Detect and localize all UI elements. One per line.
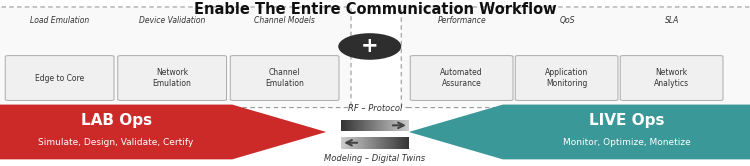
Text: Application
Monitoring: Application Monitoring — [545, 68, 588, 88]
Text: Device Validation: Device Validation — [139, 16, 205, 25]
Text: Monitor, Optimize, Monetize: Monitor, Optimize, Monetize — [562, 138, 690, 147]
Text: Channel
Emulation: Channel Emulation — [266, 68, 304, 88]
Polygon shape — [0, 105, 326, 159]
FancyBboxPatch shape — [401, 7, 750, 108]
FancyBboxPatch shape — [620, 56, 723, 100]
Text: RF – Protocol: RF – Protocol — [348, 104, 402, 113]
Text: SLA: SLA — [664, 16, 680, 25]
Text: +: + — [361, 37, 379, 56]
FancyBboxPatch shape — [5, 56, 114, 100]
FancyBboxPatch shape — [0, 7, 351, 108]
Text: Automated
Assurance: Automated Assurance — [440, 68, 483, 88]
Text: LIVE Ops: LIVE Ops — [589, 113, 664, 128]
Polygon shape — [409, 105, 750, 159]
Ellipse shape — [338, 33, 401, 60]
Text: Modeling – Digital Twins: Modeling – Digital Twins — [325, 154, 425, 163]
Text: Performance: Performance — [438, 16, 486, 25]
Text: Network
Emulation: Network Emulation — [153, 68, 191, 88]
FancyBboxPatch shape — [230, 56, 339, 100]
FancyBboxPatch shape — [410, 56, 513, 100]
Text: Simulate, Design, Validate, Certify: Simulate, Design, Validate, Certify — [38, 138, 194, 147]
Text: Load Emulation: Load Emulation — [30, 16, 88, 25]
Text: Channel Models: Channel Models — [254, 16, 315, 25]
FancyBboxPatch shape — [515, 56, 618, 100]
Text: Edge to Core: Edge to Core — [35, 74, 84, 83]
Text: QoS: QoS — [560, 16, 574, 25]
Text: Enable The Entire Communication Workflow: Enable The Entire Communication Workflow — [194, 2, 556, 17]
FancyBboxPatch shape — [118, 56, 226, 100]
Text: LAB Ops: LAB Ops — [80, 113, 152, 128]
Text: Network
Analytics: Network Analytics — [654, 68, 689, 88]
